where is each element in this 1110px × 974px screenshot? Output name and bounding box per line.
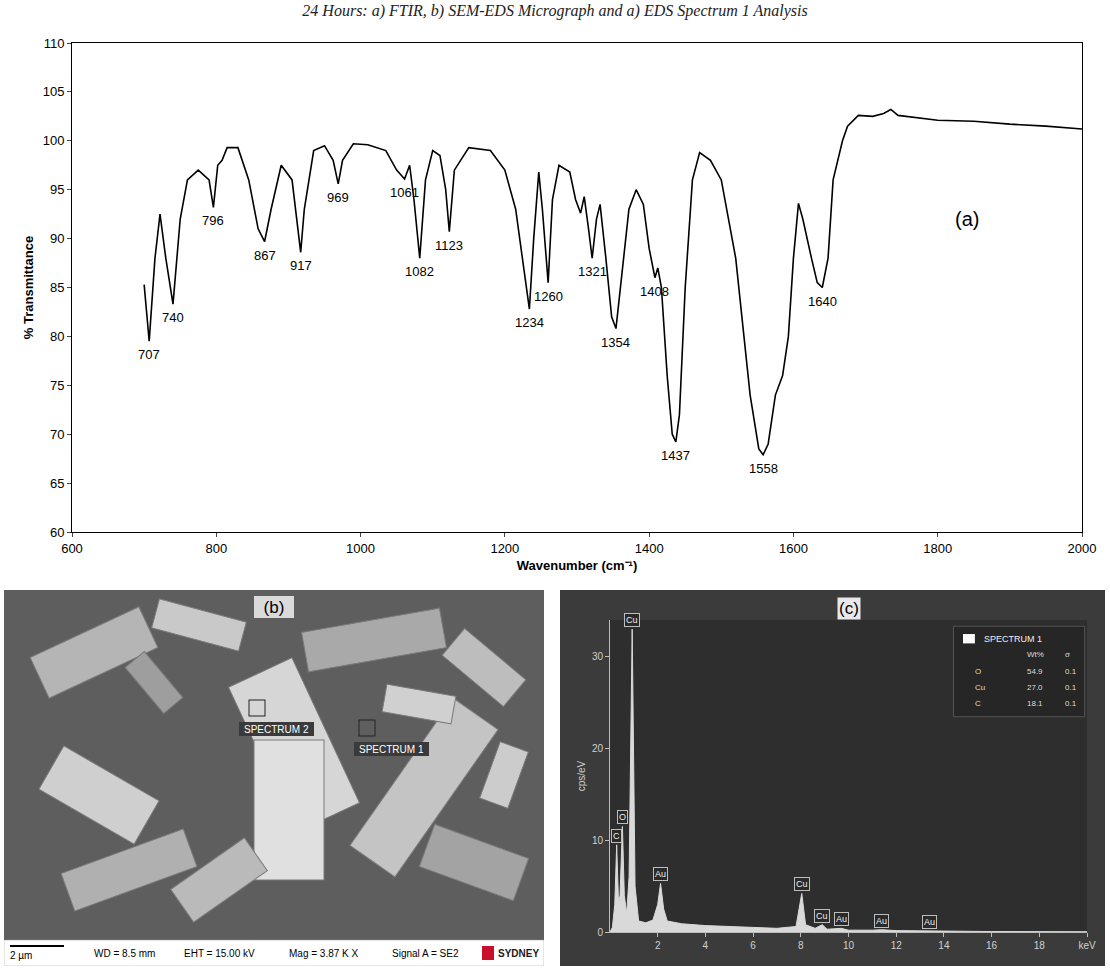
svg-text:SYDNEY: SYDNEY: [498, 948, 539, 959]
svg-text:800: 800: [205, 541, 227, 556]
svg-text:14: 14: [938, 940, 950, 951]
svg-text:65: 65: [50, 476, 64, 491]
svg-text:90: 90: [50, 231, 64, 246]
svg-text:EHT = 15.00 kV: EHT = 15.00 kV: [184, 948, 255, 959]
svg-text:12: 12: [891, 940, 903, 951]
svg-text:1400: 1400: [635, 541, 664, 556]
svg-text:Au: Au: [876, 916, 887, 926]
svg-text:6: 6: [750, 940, 756, 951]
svg-text:(c): (c): [839, 599, 859, 618]
svg-text:Au: Au: [836, 914, 847, 924]
svg-text:867: 867: [254, 248, 276, 263]
svg-text:Cu: Cu: [975, 683, 985, 692]
html-text:24 Hours: a) FTIR, b) SEM-EDS: 24 Hours: a) FTIR, b) SEM-EDS Micrograph…: [302, 2, 808, 19]
svg-text:10: 10: [843, 940, 855, 951]
svg-text:20: 20: [592, 743, 604, 754]
svg-text:0.1: 0.1: [1065, 699, 1077, 708]
svg-text:85: 85: [50, 280, 64, 295]
svg-text:30: 30: [592, 651, 604, 662]
svg-text:740: 740: [162, 310, 184, 325]
svg-text:4: 4: [703, 940, 709, 951]
svg-text:1437: 1437: [661, 448, 690, 463]
svg-text:60: 60: [50, 525, 64, 540]
svg-text:18: 18: [1034, 940, 1046, 951]
svg-text:SPECTRUM 2: SPECTRUM 2: [244, 724, 309, 735]
svg-text:SPECTRUM 1: SPECTRUM 1: [359, 744, 424, 755]
svg-text:Au: Au: [924, 917, 935, 927]
svg-text:Cu: Cu: [816, 911, 828, 921]
svg-text:1800: 1800: [923, 541, 952, 556]
svg-text:95: 95: [50, 182, 64, 197]
svg-text:σ: σ: [1065, 650, 1070, 659]
svg-text:Au: Au: [655, 869, 666, 879]
svg-text:0.1: 0.1: [1065, 667, 1077, 676]
svg-text:10: 10: [592, 835, 604, 846]
svg-text:C: C: [975, 699, 981, 708]
svg-text:969: 969: [327, 190, 349, 205]
svg-text:% Transmittance: % Transmittance: [21, 236, 36, 339]
svg-text:105: 105: [43, 84, 65, 99]
svg-text:WD = 8.5 mm: WD = 8.5 mm: [94, 948, 155, 959]
svg-text:1260: 1260: [534, 289, 563, 304]
svg-text:70: 70: [50, 427, 64, 442]
svg-text:2000: 2000: [1068, 541, 1097, 556]
svg-text:1000: 1000: [346, 541, 375, 556]
svg-text:1600: 1600: [779, 541, 808, 556]
svg-text:1558: 1558: [749, 461, 778, 476]
svg-text:(b): (b): [264, 598, 285, 617]
svg-text:2 µm: 2 µm: [10, 950, 32, 961]
svg-text:1123: 1123: [435, 238, 463, 253]
svg-text:Signal A = SE2: Signal A = SE2: [392, 948, 459, 959]
svg-text:75: 75: [50, 378, 64, 393]
svg-text:keV: keV: [1078, 940, 1096, 951]
svg-text:Cu: Cu: [626, 615, 638, 625]
svg-text:27.0: 27.0: [1027, 683, 1043, 692]
svg-text:600: 600: [61, 541, 83, 556]
svg-text:110: 110: [44, 36, 65, 51]
svg-text:1321: 1321: [578, 264, 607, 279]
svg-text:1354: 1354: [601, 335, 630, 350]
svg-text:1200: 1200: [490, 541, 519, 556]
svg-text:18.1: 18.1: [1027, 699, 1043, 708]
svg-text:1640: 1640: [808, 294, 837, 309]
svg-text:16: 16: [986, 940, 998, 951]
svg-text:SPECTRUM 1: SPECTRUM 1: [984, 634, 1042, 644]
svg-text:O: O: [619, 812, 626, 822]
svg-text:100: 100: [43, 133, 65, 148]
svg-text:1061: 1061: [390, 185, 419, 200]
svg-text:0.1: 0.1: [1065, 683, 1077, 692]
svg-text:C: C: [613, 831, 620, 841]
svg-text:917: 917: [290, 258, 312, 273]
svg-text:cps/eV: cps/eV: [576, 760, 587, 791]
svg-text:2: 2: [655, 940, 661, 951]
svg-text:707: 707: [138, 347, 160, 362]
svg-text:O: O: [975, 667, 981, 676]
svg-text:1234: 1234: [515, 315, 544, 330]
svg-text:1408: 1408: [640, 284, 669, 299]
svg-text:796: 796: [202, 213, 224, 228]
svg-text:Mag = 3.87 K X: Mag = 3.87 K X: [289, 948, 359, 959]
svg-text:0: 0: [597, 927, 603, 938]
svg-text:(a): (a): [955, 208, 979, 230]
svg-text:80: 80: [50, 329, 64, 344]
svg-text:Cu: Cu: [796, 879, 808, 889]
svg-text:54.9: 54.9: [1027, 667, 1043, 676]
svg-text:Wavenumber (cm⁻¹): Wavenumber (cm⁻¹): [517, 558, 638, 573]
svg-text:1082: 1082: [405, 264, 434, 279]
svg-text:8: 8: [798, 940, 804, 951]
svg-text:Wt%: Wt%: [1027, 650, 1044, 659]
